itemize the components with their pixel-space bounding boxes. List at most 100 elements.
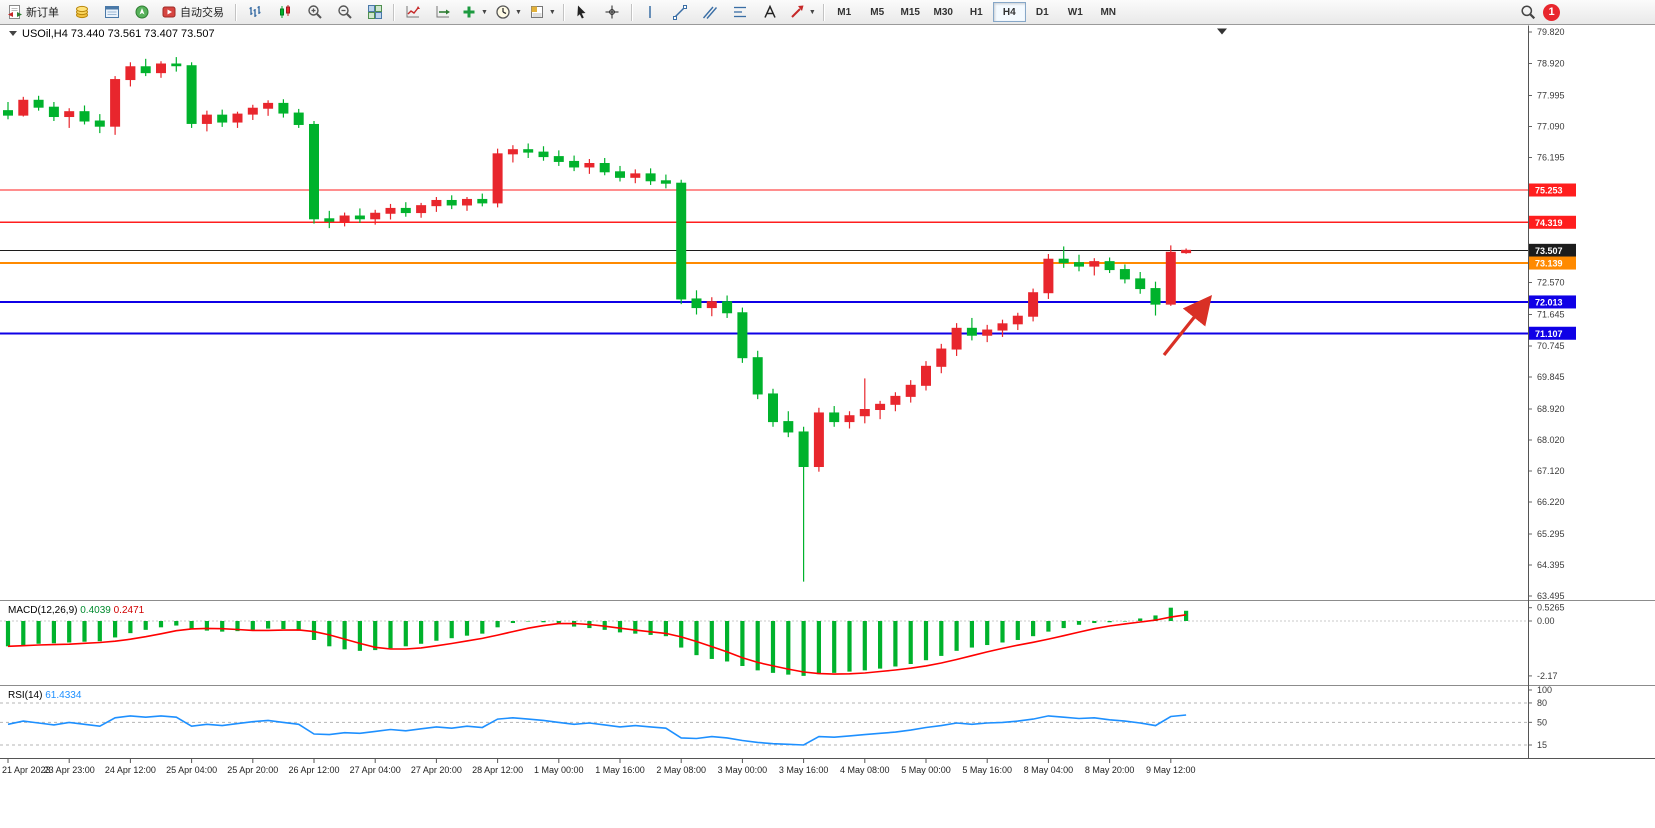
svg-text:9 May 12:00: 9 May 12:00: [1146, 765, 1196, 775]
channel-button[interactable]: [696, 1, 725, 24]
rsi-line: [7, 714, 1187, 746]
timeframe-mn-button[interactable]: MN: [1100, 6, 1117, 18]
timeframe-m15-button[interactable]: M15: [900, 6, 920, 18]
svg-text:79.820: 79.820: [1537, 27, 1565, 37]
chart-shift-button[interactable]: [398, 1, 427, 24]
tile-windows-button[interactable]: [360, 1, 389, 24]
new-order-icon: [8, 5, 22, 19]
zoom-in-button[interactable]: [300, 1, 329, 24]
svg-text:68.020: 68.020: [1537, 435, 1565, 445]
svg-text:76.195: 76.195: [1537, 152, 1565, 162]
channel-icon: [703, 6, 718, 19]
svg-text:63.495: 63.495: [1537, 591, 1565, 601]
main-toolbar: 新订单 自动交易: [0, 0, 1655, 25]
chevron-down-icon: ▼: [481, 8, 488, 16]
annotation-arrow[interactable]: [1162, 295, 1212, 356]
svg-text:65.295: 65.295: [1537, 529, 1565, 539]
svg-text:8 May 04:00: 8 May 04:00: [1024, 765, 1074, 775]
svg-text:66.220: 66.220: [1537, 497, 1565, 507]
data-window-button[interactable]: [97, 1, 126, 24]
chart-area[interactable]: 79.82078.92077.99577.09076.19575.29574.3…: [0, 25, 1655, 828]
fibonacci-button[interactable]: [726, 1, 755, 24]
svg-text:4 May 08:00: 4 May 08:00: [840, 765, 890, 775]
crosshair-button[interactable]: [598, 1, 627, 24]
chart-shift-icon: [406, 6, 420, 18]
svg-text:-2.17: -2.17: [1537, 671, 1558, 681]
timeframe-d1-button[interactable]: D1: [1035, 6, 1049, 18]
symbol-ohlc-label: USOil,H4 73.440 73.561 73.407 73.507: [22, 28, 215, 40]
auto-trading-label: 自动交易: [180, 7, 224, 19]
horizontal-lines[interactable]: [0, 189, 1528, 335]
auto-scroll-button[interactable]: [428, 1, 457, 24]
chevron-down-icon: ▼: [548, 8, 556, 16]
svg-text:67.120: 67.120: [1537, 466, 1565, 476]
cursor-button[interactable]: [568, 1, 597, 24]
trendline-button[interactable]: [666, 1, 695, 24]
candlestick-button[interactable]: [270, 1, 299, 24]
navigator-button[interactable]: [127, 1, 156, 24]
search-button[interactable]: [1513, 1, 1542, 24]
auto-scroll-icon: [436, 6, 450, 18]
rsi-label: RSI(14) 61.4334: [8, 690, 82, 701]
svg-text:71.645: 71.645: [1537, 310, 1565, 320]
macd-label: MACD(12,26,9) 0.4039 0.2471: [8, 605, 145, 616]
svg-text:27 Apr 04:00: 27 Apr 04:00: [350, 765, 401, 775]
trendline-icon: [673, 5, 688, 20]
svg-text:73.507: 73.507: [1535, 246, 1563, 256]
text-icon: [764, 4, 776, 18]
vertical-line-button[interactable]: [636, 1, 665, 24]
svg-text:77.995: 77.995: [1537, 90, 1565, 100]
bar-chart-button[interactable]: [240, 1, 269, 24]
svg-text:15: 15: [1537, 740, 1547, 750]
collapse-icon: [9, 31, 17, 36]
zoom-out-icon: [337, 5, 352, 19]
svg-text:5 May 00:00: 5 May 00:00: [901, 765, 951, 775]
svg-text:0.5265: 0.5265: [1537, 603, 1565, 613]
svg-text:26 Apr 12:00: 26 Apr 12:00: [288, 765, 339, 775]
svg-text:5 May 16:00: 5 May 16:00: [962, 765, 1012, 775]
arrow-object-icon: [791, 5, 804, 18]
svg-text:1 May 16:00: 1 May 16:00: [595, 765, 645, 775]
fibonacci-icon: [734, 6, 747, 18]
zoom-out-button[interactable]: [330, 1, 359, 24]
timeframe-h4-button[interactable]: H4: [992, 2, 1026, 22]
toolbar-separator: [235, 3, 236, 21]
new-order-button[interactable]: 新订单: [3, 1, 66, 24]
svg-text:50: 50: [1537, 717, 1547, 727]
vertical-line-icon: [649, 6, 652, 18]
periods-button[interactable]: ▼: [492, 1, 525, 24]
price-shift-marker[interactable]: [1217, 28, 1227, 35]
indicators-button[interactable]: ▼: [458, 1, 491, 24]
toolbar-separator: [562, 3, 564, 21]
chart-canvas[interactable]: 79.82078.92077.99577.09076.19575.29574.3…: [0, 25, 1655, 828]
timeframe-m5-button[interactable]: M5: [870, 6, 885, 18]
svg-text:68.920: 68.920: [1537, 404, 1565, 414]
svg-text:3 May 00:00: 3 May 00:00: [718, 765, 768, 775]
svg-text:78.920: 78.920: [1537, 58, 1565, 68]
svg-text:75.253: 75.253: [1535, 186, 1563, 196]
chevron-down-icon: ▼: [808, 8, 816, 16]
timeframe-h1-button[interactable]: H1: [969, 6, 983, 18]
svg-text:25 Apr 04:00: 25 Apr 04:00: [166, 765, 217, 775]
price-axis[interactable]: 79.82078.92077.99577.09076.19575.29574.3…: [1528, 27, 1565, 601]
candlestick-icon: [279, 5, 290, 18]
market-watch-button[interactable]: [67, 1, 96, 24]
templates-button[interactable]: ▼: [526, 1, 559, 24]
arrows-button[interactable]: ▼: [786, 1, 819, 24]
notification-badge[interactable]: 1: [1543, 3, 1560, 21]
timeframe-m30-button[interactable]: M30: [933, 6, 953, 18]
timeframe-w1-button[interactable]: W1: [1067, 6, 1083, 18]
svg-text:80: 80: [1537, 698, 1547, 708]
svg-text:74.319: 74.319: [1535, 218, 1563, 228]
macd-signal-line: [7, 614, 1187, 675]
toolbar-separator: [822, 3, 824, 21]
auto-trading-button[interactable]: 自动交易: [157, 1, 231, 24]
auto-trading-icon: [162, 6, 176, 18]
text-button[interactable]: [756, 1, 785, 24]
svg-text:28 Apr 12:00: 28 Apr 12:00: [472, 765, 523, 775]
crosshair-icon: [605, 5, 619, 19]
timeframe-m1-button[interactable]: M1: [837, 6, 852, 18]
svg-text:0.00: 0.00: [1537, 616, 1555, 626]
candles-layer: [3, 57, 1192, 582]
